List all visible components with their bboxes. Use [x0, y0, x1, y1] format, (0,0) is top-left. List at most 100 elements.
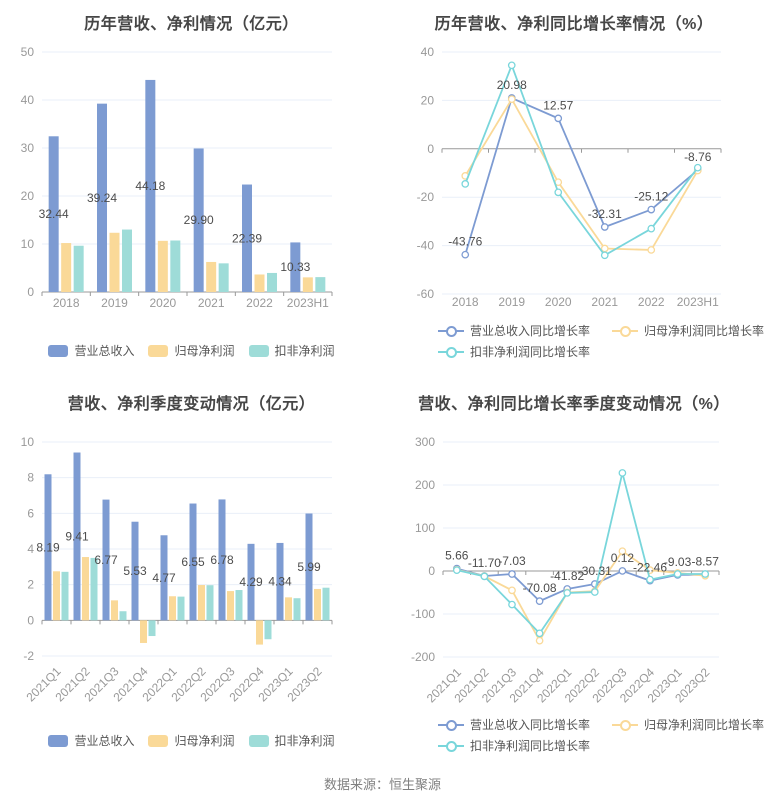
legend-row: 扣非净利润同比增长率 [438, 343, 590, 360]
legend-swatch-icon [48, 734, 69, 747]
legend-circle-icon [446, 346, 457, 358]
y-tick-label: 20 [21, 189, 35, 203]
chart-legend: 营业总收入 归母净利润 扣非净利润 [0, 342, 383, 359]
legend-item-扣非净利润同比增长率[interactable]: 扣非净利润同比增长率 [438, 343, 590, 360]
legend-item-营业总收入同比增长率[interactable]: 营业总收入同比增长率 [438, 716, 590, 733]
data-point-营业总收入同比增长率-2021Q3 [508, 570, 516, 578]
value-label: 0.12 [611, 551, 635, 565]
value-label: 12.57 [543, 98, 573, 112]
bar-归母净利润-2018 [61, 243, 72, 292]
line-扣非净利润同比增长率 [456, 472, 706, 635]
legend-circle-icon [620, 325, 632, 337]
chart-title: 营收、净利季度变动情况（亿元） [67, 396, 316, 413]
legend-item-营业总收入同比增长率[interactable]: 营业总收入同比增长率 [438, 322, 590, 339]
value-label: 5.53 [123, 564, 147, 578]
y-tick-label: -2 [23, 649, 34, 663]
data-source-note: 数据来源：恒生聚源 [323, 777, 441, 792]
value-label: 6.78 [210, 553, 234, 567]
legend-item-归母净利润[interactable]: 归母净利润 [148, 732, 235, 749]
category-label: 2022 [638, 295, 665, 309]
bar-营业总收入-2021Q4 [131, 521, 139, 621]
value-label: -7.03 [498, 554, 526, 568]
legend-swatch-icon [148, 344, 169, 357]
chart-legend: 营业总收入同比增长率 归母净利润同比增长率扣非净利润同比增长率 [438, 716, 764, 754]
value-label: 22.39 [232, 231, 262, 245]
legend-item-归母净利润同比增长率[interactable]: 归母净利润同比增长率 [612, 322, 764, 339]
legend-item-扣非净利润同比增长率[interactable]: 扣非净利润同比增长率 [438, 737, 590, 754]
bar-扣非净利润-2023H1 [315, 277, 326, 292]
data-point-扣非净利润同比增长率-2023H1 [693, 163, 702, 172]
y-tick-label: 0 [428, 564, 435, 578]
value-label: -30.31 [578, 564, 612, 578]
legend-item-扣非净利润[interactable]: 扣非净利润 [248, 732, 335, 749]
legend-line-marker-icon [438, 719, 464, 731]
data-point-归母净利润同比增长率-2019 [507, 95, 516, 104]
category-label: 2020 [545, 295, 572, 309]
value-label: -11.70 [468, 556, 501, 570]
legend-label: 扣非净利润 [274, 734, 335, 748]
bar-归母净利润-2021Q3 [111, 600, 118, 621]
value-label: -25.12 [634, 190, 668, 204]
chart-panel-yearly-growth: 历年营收、净利同比增长率情况（%） 40 20 0 -20 -40 -60 -43.76 20.… [383, 0, 765, 376]
category-label: 2023H1 [287, 296, 329, 310]
line-扣非净利润同比增长率 [464, 64, 699, 257]
bar-归母净利润-2021Q4 [140, 620, 147, 643]
y-tick-label: -20 [417, 190, 435, 204]
value-label: 9.41 [65, 529, 89, 543]
y-tick-label: 10 [21, 435, 35, 449]
bar-扣非净利润-2023Q2 [322, 587, 330, 621]
bar-营业总收入-2022Q4 [247, 543, 255, 621]
y-tick-label: 0 [27, 285, 34, 299]
bar-扣非净利润-2022Q3 [235, 590, 243, 621]
category-label: 2021 [198, 296, 225, 310]
legend-swatch-icon [248, 734, 269, 747]
legend-label: 扣非净利润同比增长率 [470, 345, 591, 359]
bar-营业总收入-2021Q3 [102, 499, 110, 621]
value-label: -22.46 [633, 561, 667, 575]
data-point-营业总收入同比增长率-2022 [647, 205, 656, 214]
y-tick-label: -200 [411, 650, 435, 664]
data-point-营业总收入同比增长率-2021 [600, 223, 609, 231]
legend-item-扣非净利润[interactable]: 扣非净利润 [248, 342, 335, 359]
bar-归母净利润-2021Q2 [82, 557, 89, 621]
y-tick-label: 300 [415, 435, 435, 449]
y-tick-label: 100 [415, 521, 435, 535]
legend-item-营业总收入[interactable]: 营业总收入 [48, 342, 134, 359]
line-归母净利润同比增长率 [464, 98, 699, 251]
chart-panel-yearly-amounts: 历年营收、净利情况（亿元） 50 40 30 20 10 0 32.44 39.24 44.18 2… [0, 0, 383, 376]
value-label: 5.66 [445, 549, 469, 563]
bar-营业总收入-2023Q1 [276, 542, 284, 621]
bar-营业总收入-2021Q2 [73, 452, 81, 621]
y-tick-label: 20 [421, 93, 435, 107]
chart-panel-quarterly-growth: 营收、净利同比增长率季度变动情况（%） 300 200 100 0 -100 -200 5.6… [383, 380, 765, 770]
bar-归母净利润-2022Q2 [198, 585, 205, 621]
legend-line-marker-icon [438, 325, 464, 337]
bar-扣非净利润-2020 [170, 240, 181, 292]
legend-item-归母净利润[interactable]: 归母净利润 [148, 342, 235, 359]
bar-扣非净利润-2022 [267, 272, 277, 292]
data-point-扣非净利润同比增长率-2023Q1 [673, 570, 682, 578]
data-point-归母净利润同比增长率-2021Q3 [508, 586, 516, 595]
y-tick-label: 8 [27, 471, 34, 485]
y-tick-label: 40 [21, 93, 35, 107]
legend-circle-icon [446, 719, 457, 731]
bar-扣非净利润-2021Q4 [148, 620, 156, 637]
chart-title: 历年营收、净利同比增长率情况（%） [434, 16, 714, 33]
y-tick-label: 30 [21, 141, 35, 155]
y-tick-label: 0 [27, 613, 34, 627]
value-label: 6.77 [94, 553, 118, 567]
data-point-扣非净利润同比增长率-2022Q4 [646, 575, 654, 584]
bar-营业总收入-2021Q1 [44, 474, 52, 621]
bar-营业总收入-2021 [193, 148, 204, 292]
value-label: 6.55 [181, 555, 205, 569]
bar-营业总收入-2023Q2 [305, 513, 313, 621]
legend-item-营业总收入[interactable]: 营业总收入 [48, 732, 134, 749]
data-point-扣非净利润同比增长率-2018 [461, 180, 470, 188]
legend-label: 营业总收入 [74, 734, 135, 748]
category-label: 2018 [452, 295, 479, 309]
legend-circle-icon [446, 325, 457, 337]
legend-item-归母净利润同比增长率[interactable]: 归母净利润同比增长率 [612, 716, 764, 733]
legend-label: 扣非净利润 [274, 344, 335, 358]
value-label: 8.19 [36, 540, 60, 554]
